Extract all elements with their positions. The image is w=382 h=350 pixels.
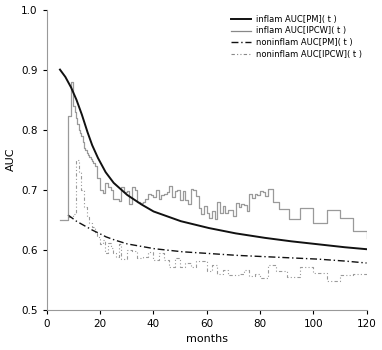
Legend: inflam AUC[PM]( t ), inflam AUC[IPCW]( t ), noninflam AUC[PM]( t ), noninflam AU: inflam AUC[PM]( t ), inflam AUC[IPCW]( t… xyxy=(227,11,365,63)
X-axis label: months: months xyxy=(186,335,228,344)
Y-axis label: AUC: AUC xyxy=(6,148,16,172)
